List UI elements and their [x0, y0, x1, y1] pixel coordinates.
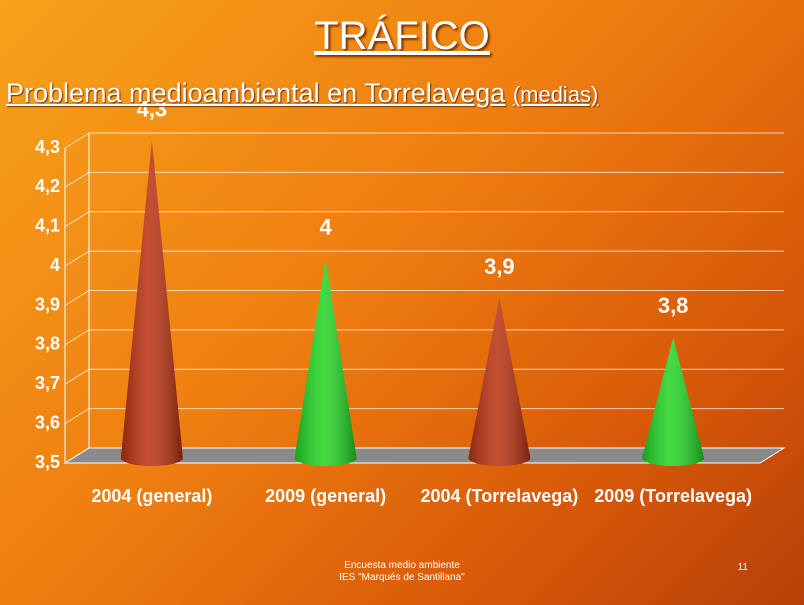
grid-line — [64, 368, 784, 385]
grid-line — [64, 171, 784, 188]
y-tick-label: 3,7 — [35, 373, 60, 393]
y-tick-label: 4,1 — [35, 216, 60, 236]
subtitle-text: Problema medioambiental en Torrelavega — [6, 78, 506, 108]
y-tick-label: 4,2 — [35, 176, 60, 196]
footer: Encuesta medio ambiente IES "Marqués de S… — [0, 560, 804, 584]
x-tick-label: 2009 (general) — [265, 486, 387, 506]
y-tick-label: 4,3 — [35, 137, 60, 157]
y-tick-label: 3,8 — [35, 334, 60, 354]
title: TRÁFICO — [314, 14, 490, 58]
y-tick-label: 4 — [50, 255, 60, 275]
y-tick-label: 3,5 — [35, 452, 60, 472]
cone-shade — [642, 337, 705, 466]
grid-line — [64, 408, 784, 425]
cone-shade — [120, 140, 183, 466]
footer-line: Encuesta medio ambiente — [344, 560, 460, 571]
grid-line — [64, 290, 784, 306]
y-tick-label: 3,6 — [35, 412, 60, 432]
footer-line: IES "Marqués de Santillana" — [339, 572, 465, 583]
x-tick-label: 2004 (Torrelavega) — [420, 486, 579, 506]
cone-shade — [294, 258, 357, 466]
subtitle-note: (medias) — [512, 82, 599, 107]
value-label: 4 — [320, 214, 333, 239]
y-tick-label: 3,9 — [35, 294, 60, 314]
x-tick-label: 2004 (general) — [91, 486, 213, 506]
grid-line — [64, 132, 784, 149]
grid-line — [64, 329, 784, 346]
grid-line — [64, 447, 784, 464]
value-label: 3,9 — [484, 254, 515, 279]
subtitle: Problema medioambiental en Torrelavega (… — [6, 78, 598, 109]
grid-line — [64, 211, 784, 228]
x-tick-label: 2009 (Torrelavega) — [594, 486, 752, 506]
value-label: 3,8 — [658, 293, 689, 318]
value-label: 4,3 — [137, 96, 168, 121]
page-number: 11 — [737, 562, 748, 573]
grid-line — [64, 250, 784, 267]
cone-shade — [468, 298, 531, 466]
